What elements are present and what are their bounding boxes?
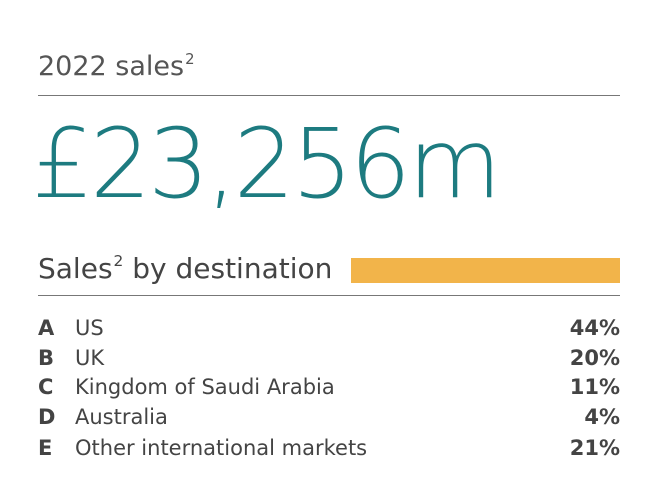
row-label: Other international markets — [75, 436, 368, 460]
section-heading-text: by destination — [132, 252, 333, 285]
row-label: UK — [75, 346, 105, 370]
sales-heading-text: 2022 sales — [38, 51, 185, 83]
table-row: C Kingdom of Saudi Arabia 11% — [38, 375, 620, 405]
divider — [38, 295, 620, 296]
row-key: E — [38, 436, 53, 460]
row-share: 11% — [569, 375, 620, 399]
table-row: B UK 20% — [38, 346, 620, 376]
row-key: C — [38, 375, 54, 399]
row-key: D — [38, 405, 56, 429]
section-heading-text: Sales — [38, 252, 113, 285]
table-row: E Other international markets 21% — [38, 436, 620, 466]
row-key: A — [38, 316, 55, 340]
row-label: Australia — [75, 405, 168, 429]
row-label: US — [75, 316, 104, 340]
section-heading: Sales2 by destination — [38, 252, 332, 285]
row-label: Kingdom of Saudi Arabia — [75, 375, 335, 399]
row-share: 20% — [569, 346, 620, 370]
footnote-mark: 2 — [185, 50, 195, 68]
table-row: D Australia 4% — [38, 405, 620, 435]
sales-figure: £23,256m — [32, 108, 501, 220]
row-share: 4% — [584, 405, 620, 429]
divider — [38, 95, 620, 96]
table-row: A US 44% — [38, 316, 620, 346]
row-share: 44% — [569, 316, 620, 340]
footnote-mark: 2 — [113, 252, 124, 271]
sales-heading: 2022 sales2 — [38, 50, 195, 82]
accent-bar — [351, 258, 620, 283]
row-key: B — [38, 346, 55, 370]
row-share: 21% — [569, 436, 620, 460]
